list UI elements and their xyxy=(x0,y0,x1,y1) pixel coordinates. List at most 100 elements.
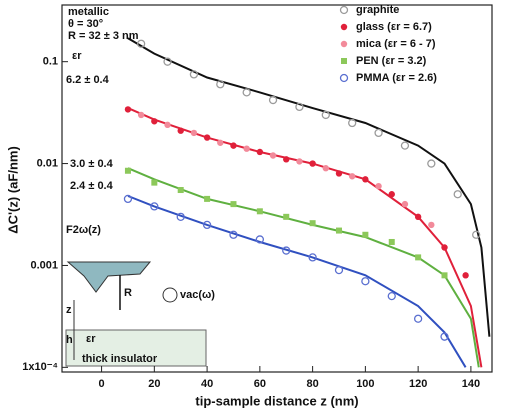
point xyxy=(283,156,290,163)
inset-label: z xyxy=(66,304,72,316)
point xyxy=(203,134,211,141)
point xyxy=(124,106,132,113)
point xyxy=(462,272,469,279)
legend-label: graphite xyxy=(356,4,399,16)
legend-label: mica (εr = 6 - 7) xyxy=(356,38,436,50)
point xyxy=(151,118,158,125)
point xyxy=(204,195,211,202)
point xyxy=(230,201,237,208)
annotation: θ = 30° xyxy=(68,18,103,30)
legend-marker xyxy=(341,58,347,64)
annotation: 2.4 ± 0.4 xyxy=(70,180,114,192)
point xyxy=(242,88,251,97)
point xyxy=(136,39,146,48)
x-tick-label: 0 xyxy=(99,378,105,390)
point xyxy=(388,191,395,198)
inset-label: thick insulator xyxy=(82,353,158,365)
annotation: F2ω(z) xyxy=(66,224,101,236)
point xyxy=(400,141,410,150)
point xyxy=(256,208,263,215)
inset-label: h xyxy=(66,334,73,346)
point xyxy=(269,152,277,159)
y-tick-label: 1x10⁻⁴ xyxy=(22,361,58,373)
point xyxy=(388,238,395,245)
inset-substrate xyxy=(65,329,207,367)
point xyxy=(163,57,172,66)
point xyxy=(414,213,422,221)
point xyxy=(230,142,237,149)
point xyxy=(348,118,357,128)
y-axis-label: ΔC'(z) (aF/nm) xyxy=(5,146,20,234)
point xyxy=(151,179,158,186)
inset-label: εr xyxy=(86,333,96,345)
x-tick-label: 40 xyxy=(201,378,213,390)
legend-marker xyxy=(339,73,349,83)
point xyxy=(362,176,369,183)
point xyxy=(296,158,303,165)
point xyxy=(427,159,436,168)
x-tick-label: 140 xyxy=(462,378,480,390)
x-tick-label: 100 xyxy=(356,378,374,390)
point xyxy=(217,139,224,146)
point xyxy=(202,220,212,230)
x-tick-label: 20 xyxy=(148,378,160,390)
point xyxy=(375,182,382,190)
point xyxy=(362,231,369,238)
point xyxy=(255,235,265,244)
point xyxy=(268,95,278,105)
inset-tip xyxy=(66,261,152,293)
point xyxy=(472,230,481,239)
point xyxy=(322,165,330,172)
inset-source xyxy=(162,287,178,303)
point xyxy=(387,291,396,301)
legend-marker xyxy=(339,5,349,15)
y-tick-label: 0.1 xyxy=(43,56,58,68)
annotation: R = 32 ± 3 nm xyxy=(68,30,139,42)
point xyxy=(177,187,184,194)
point xyxy=(334,265,344,275)
y-tick-label: 0.001 xyxy=(30,259,58,271)
inset: thick insulator z h εr R vac(ω) xyxy=(65,261,215,367)
plot-frame xyxy=(61,4,493,373)
y-tick-label: 0.01 xyxy=(37,157,58,169)
point xyxy=(428,221,435,229)
point xyxy=(295,102,304,112)
point xyxy=(283,213,290,220)
point xyxy=(321,110,330,120)
point xyxy=(361,277,370,286)
annotation: 6.2 ± 0.4 xyxy=(66,74,110,86)
point xyxy=(309,160,316,167)
point xyxy=(177,127,184,134)
inset-label: vac(ω) xyxy=(180,289,215,301)
point xyxy=(150,202,159,211)
annotation: εr xyxy=(72,50,82,62)
annotation: 3.0 ± 0.4 xyxy=(70,158,114,170)
legend-marker xyxy=(340,40,348,48)
legend-label: PEN (εr = 3.2) xyxy=(356,55,427,67)
point xyxy=(401,200,409,208)
point xyxy=(137,111,145,119)
fit-line xyxy=(127,195,467,368)
point xyxy=(441,244,448,251)
point xyxy=(190,129,198,137)
point xyxy=(176,212,185,221)
point xyxy=(123,194,133,204)
x-tick-label: 60 xyxy=(254,378,266,390)
point xyxy=(453,190,462,199)
point xyxy=(415,254,422,261)
annotation: metallic xyxy=(68,6,109,18)
point xyxy=(189,70,199,79)
point xyxy=(413,314,423,323)
fit-line xyxy=(127,107,483,368)
point xyxy=(124,167,131,174)
point xyxy=(164,121,171,129)
x-tick-label: 80 xyxy=(306,378,318,390)
point xyxy=(335,170,343,177)
point xyxy=(216,80,225,89)
legend-label: glass (εr = 6.7) xyxy=(356,21,432,33)
point xyxy=(256,148,264,156)
point xyxy=(348,173,356,180)
legend-label: PMMA (εr = 2.6) xyxy=(356,72,437,84)
point xyxy=(282,246,291,255)
